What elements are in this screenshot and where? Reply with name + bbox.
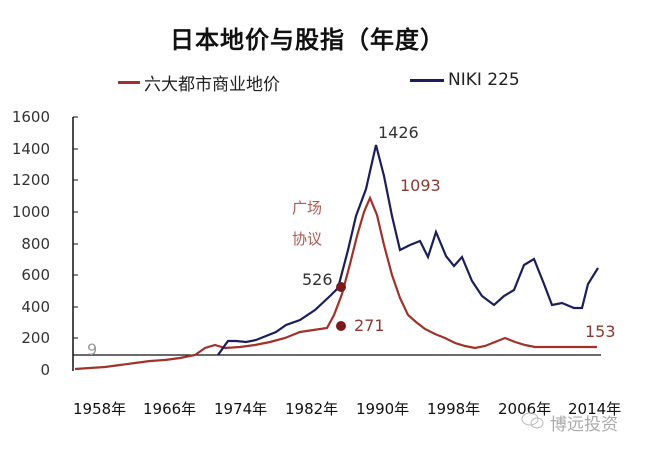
plaza-marker-land (336, 321, 346, 331)
legend-land: 六大都市商业地价 (118, 70, 280, 95)
annotation-start-land: 9 (87, 340, 98, 359)
watermark: 博远投资 (520, 410, 618, 435)
annotation-end-land: 153 (585, 322, 616, 341)
y-tick: 200 (21, 329, 50, 347)
annotation-peak-nikkei: 1426 (378, 123, 419, 142)
annotation-peak-land: 1093 (400, 176, 441, 195)
y-tick: 400 (21, 298, 50, 316)
x-tick: 2014年 (568, 400, 622, 418)
x-tick: 2006年 (498, 400, 552, 418)
y-tick: 1600 (11, 108, 50, 126)
annotation-plaza-line1: 广场 (292, 199, 323, 217)
y-tick: 1200 (11, 171, 50, 189)
wechat-icon (520, 410, 546, 435)
legend-nikkei: NIKI 225 (410, 70, 520, 90)
watermark-text: 博远投资 (550, 415, 618, 435)
y-tick: 1000 (11, 203, 50, 221)
y-tick: 1400 (11, 140, 50, 158)
x-tick: 1998年 (427, 400, 481, 418)
x-tick: 1974年 (214, 400, 268, 418)
y-tick: 0 (40, 361, 50, 379)
x-tick: 1966年 (143, 400, 197, 418)
annotation-plaza-line2: 协议 (292, 230, 323, 248)
legend-label-land: 六大都市商业地价 (144, 75, 280, 95)
y-tick: 600 (21, 266, 50, 284)
plaza-marker-nikkei (336, 282, 346, 292)
legend-label-nikkei: NIKI 225 (448, 70, 520, 90)
chart-title: 日本地价与股指（年度） (170, 26, 445, 54)
legend-swatch-blue (410, 78, 444, 82)
y-tick: 800 (21, 235, 50, 253)
x-tick: 1982年 (285, 400, 339, 418)
legend-swatch-red (118, 81, 140, 84)
annotation-plaza-land: 271 (354, 316, 385, 335)
x-tick: 1990年 (356, 400, 410, 418)
x-tick: 1958年 (73, 400, 127, 418)
annotation-plaza-nikkei: 526 (302, 270, 333, 289)
